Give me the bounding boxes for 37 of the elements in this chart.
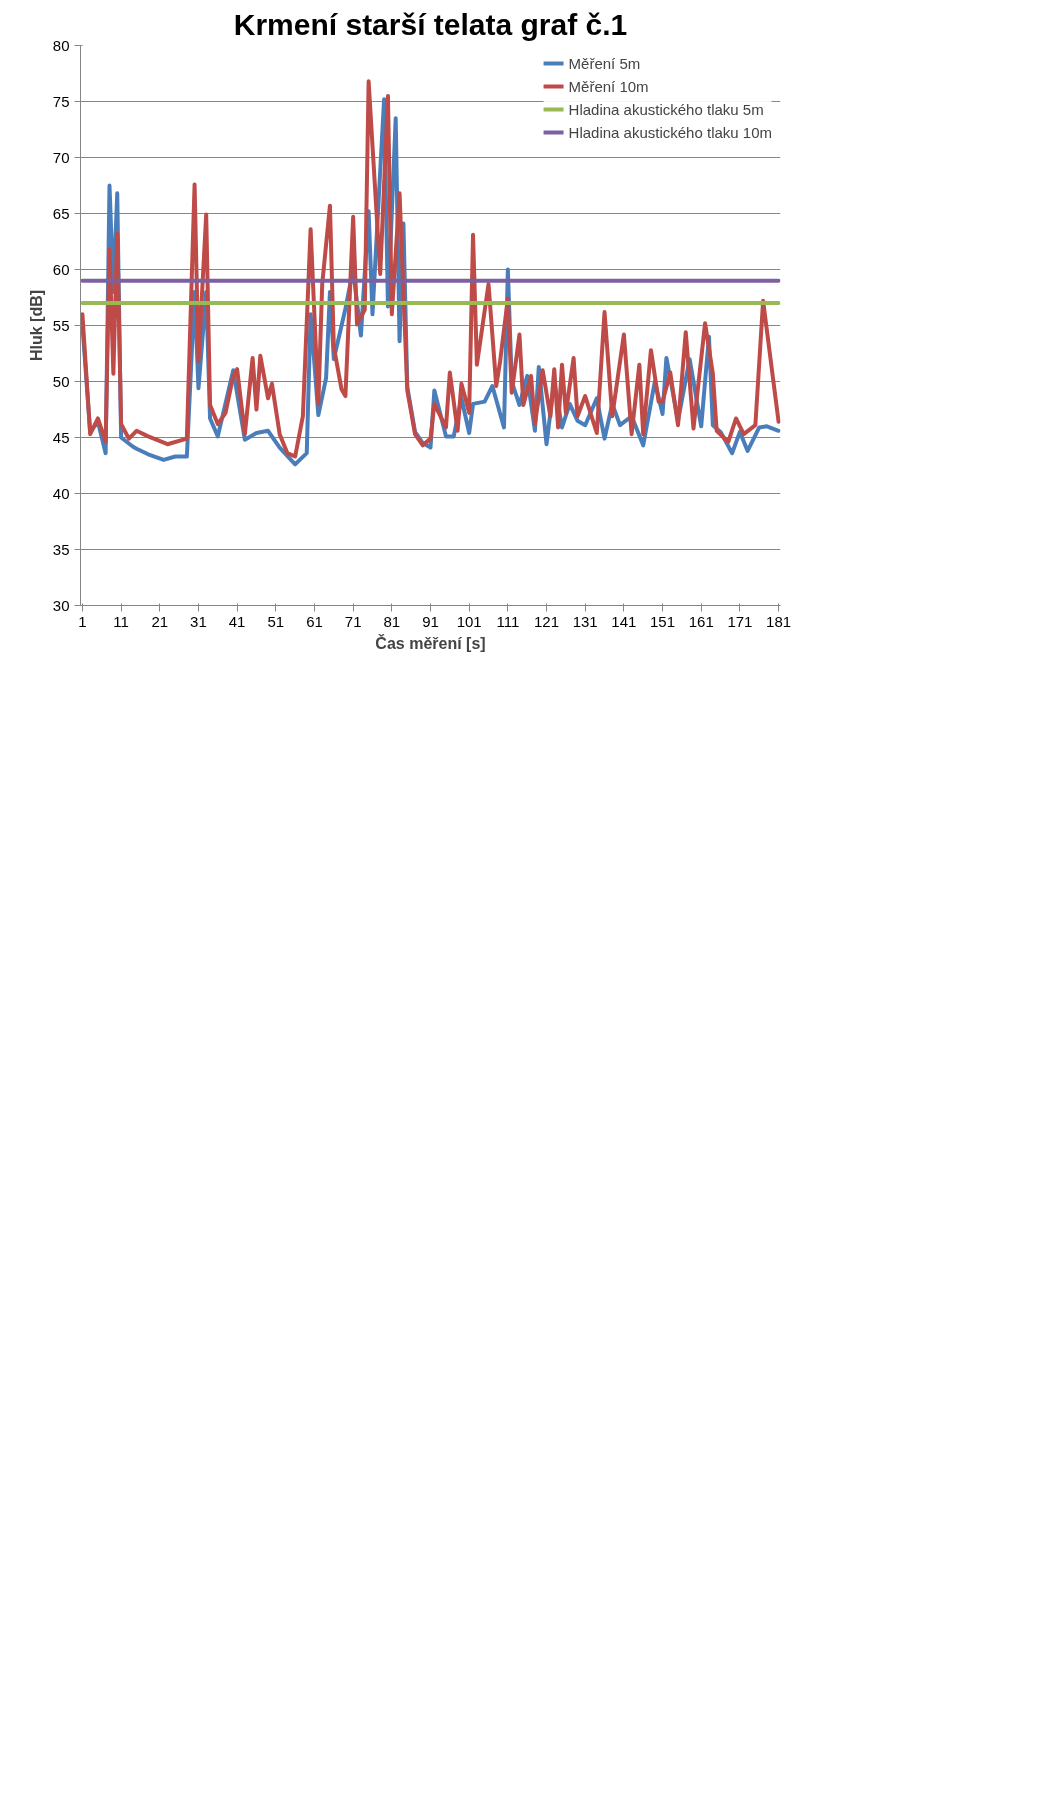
y-tick-label: 40 xyxy=(52,484,70,502)
y-tick-label: 65 xyxy=(52,204,70,222)
legend-label: Hladina akustického tlaku 5m xyxy=(568,100,764,118)
y-tick-label: 35 xyxy=(52,540,70,558)
chart-title: Krmení starší telata graf č.1 xyxy=(233,7,628,41)
y-tick-label: 60 xyxy=(52,260,70,278)
y-tick-label: 50 xyxy=(52,372,70,390)
x-tick-label: 121 xyxy=(534,612,560,630)
y-tick-label: 55 xyxy=(52,316,70,334)
legend-label: Hladina akustického tlaku 10m xyxy=(568,123,772,141)
x-tick-label: 141 xyxy=(611,612,637,630)
y-tick-label: 30 xyxy=(52,596,70,614)
x-tick-label: 161 xyxy=(688,612,714,630)
y-tick-label: 80 xyxy=(52,36,70,54)
x-tick-label: 11 xyxy=(113,612,129,630)
x-tick-label: 41 xyxy=(228,612,246,630)
legend-label: Měření 5m xyxy=(568,54,641,72)
legend-label: Měření 10m xyxy=(568,77,649,95)
x-tick-label: 111 xyxy=(496,612,520,630)
x-tick-label: 151 xyxy=(650,612,676,630)
x-tick-label: 181 xyxy=(766,612,792,630)
x-tick-label: 101 xyxy=(456,612,482,630)
y-tick-label: 75 xyxy=(52,92,70,110)
y-tick-label: 70 xyxy=(52,148,70,166)
x-tick-label: 51 xyxy=(267,612,285,630)
x-tick-label: 31 xyxy=(190,612,207,630)
x-tick-label: 91 xyxy=(422,612,439,630)
x-tick-label: 171 xyxy=(727,612,753,630)
y-tick-label: 45 xyxy=(52,428,70,446)
x-tick-label: 81 xyxy=(383,612,401,630)
x-tick-label: 131 xyxy=(572,612,598,630)
x-tick-label: 1 xyxy=(78,612,87,630)
y-axis-title: Hluk [dB] xyxy=(27,289,45,362)
x-tick-label: 21 xyxy=(151,612,169,630)
x-tick-label: 61 xyxy=(306,612,323,630)
x-tick-label: 71 xyxy=(344,612,362,630)
x-axis-title: Čas měření [s] xyxy=(375,633,486,652)
